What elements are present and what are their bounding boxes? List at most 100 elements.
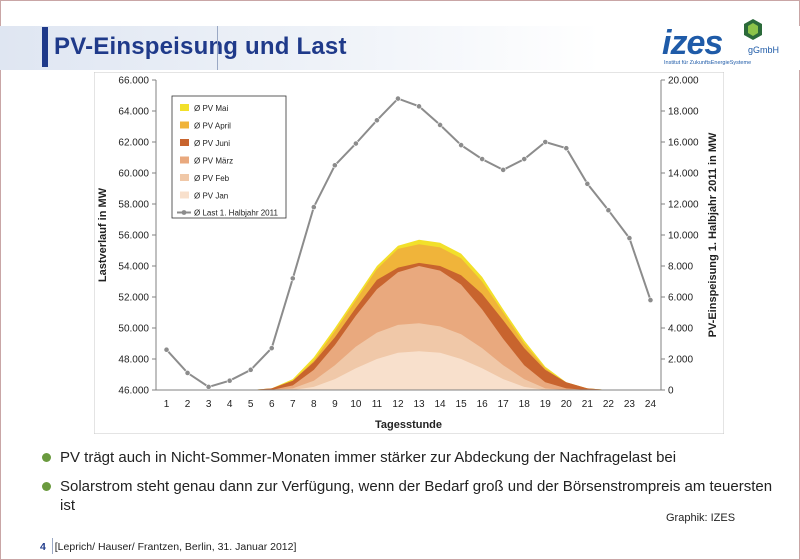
load-line-point <box>500 167 507 173</box>
right-tick-label: 18.000 <box>668 107 699 118</box>
load-line-point <box>226 377 233 384</box>
x-tick-label: 16 <box>477 399 489 410</box>
load-line-point <box>458 142 465 148</box>
left-tick-label: 62.000 <box>118 138 149 149</box>
load-line-point <box>416 103 422 110</box>
x-tick-label: 22 <box>603 399 615 410</box>
left-tick-label: 52.000 <box>118 293 149 304</box>
x-tick-label: 5 <box>248 399 254 410</box>
x-tick-label: 4 <box>227 399 233 410</box>
x-tick-label: 8 <box>311 399 317 410</box>
load-line-point <box>395 95 401 102</box>
left-tick-label: 46.000 <box>118 386 149 397</box>
title-separator <box>217 26 218 70</box>
legend-swatch <box>180 191 189 199</box>
load-line-point <box>310 204 317 210</box>
legend-entry: Ø PV Feb <box>194 174 230 183</box>
left-tick-label: 60.000 <box>118 169 149 180</box>
bullet-item: Solarstrom steht genau dann zur Verfügun… <box>42 477 782 515</box>
load-line-point <box>163 346 170 353</box>
legend-swatch <box>180 139 189 146</box>
legend-entry: Ø PV Jan <box>194 192 228 201</box>
title-accent-bar <box>42 27 48 67</box>
load-line-point <box>647 297 654 303</box>
legend-swatch <box>180 174 189 181</box>
right-tick-label: 14.000 <box>668 169 699 180</box>
right-tick-label: 4.000 <box>668 324 693 335</box>
legend-entry: Ø PV März <box>194 157 233 166</box>
x-tick-label: 1 <box>164 399 170 410</box>
x-tick-label: 2 <box>185 399 191 410</box>
bullet-dot-icon <box>42 482 51 491</box>
left-tick-label: 48.000 <box>118 355 149 366</box>
slide-title: PV-Einspeisung und Last <box>54 33 347 60</box>
load-line-point <box>352 140 359 147</box>
load-line-path <box>165 97 652 388</box>
x-tick-label: 17 <box>498 399 510 410</box>
x-tick-label: 14 <box>435 399 447 410</box>
right-tick-label: 16.000 <box>668 138 699 149</box>
load-line-point <box>479 156 486 162</box>
load-line-point <box>563 145 570 152</box>
x-tick-label: 18 <box>519 399 531 410</box>
bullet-dot-icon <box>42 453 51 462</box>
legend-entry: Ø PV April <box>194 122 231 131</box>
legend-swatch <box>180 104 189 111</box>
left-tick-label: 66.000 <box>118 76 149 87</box>
x-tick-label: 15 <box>456 399 468 410</box>
x-tick-label: 13 <box>413 399 425 410</box>
right-tick-label: 6.000 <box>668 293 693 304</box>
bullet-text: PV trägt auch in Nicht-Sommer-Monaten im… <box>60 449 677 466</box>
x-tick-label: 11 <box>372 399 383 410</box>
left-tick-label: 58.000 <box>118 200 149 211</box>
load-line-point <box>626 235 633 241</box>
right-tick-label: 10.000 <box>668 231 699 242</box>
bullet-item: PV trägt auch in Nicht-Sommer-Monaten im… <box>42 448 782 467</box>
load-line-point <box>584 180 591 187</box>
load-line-point <box>374 117 380 124</box>
bullet-text: Solarstrom steht genau dann zur Verfügun… <box>60 478 773 514</box>
x-tick-label: 3 <box>206 399 212 410</box>
footer-separator <box>52 538 53 554</box>
legend-swatch <box>180 156 189 164</box>
footer-citation: [Leprich/ Hauser/ Frantzen, Berlin, 31. … <box>54 541 297 553</box>
x-tick-label: 20 <box>561 399 573 410</box>
x-tick-label: 10 <box>350 399 362 410</box>
logo-suffix: gGmbH <box>748 45 780 55</box>
pv-areas <box>166 239 651 390</box>
x-tick-label: 23 <box>624 399 636 410</box>
x-axis-title: Tagesstunde <box>375 419 442 431</box>
legend-entry: Ø Last 1. Halbjahr 2011 <box>194 209 278 218</box>
legend-entry: Ø PV Juni <box>194 139 230 148</box>
right-tick-label: 0 <box>668 386 674 397</box>
logo-wordmark: izes <box>662 24 723 62</box>
x-tick-label: 24 <box>645 399 657 410</box>
legend-swatch <box>180 121 189 129</box>
axis-labels: Tagesstunde Lastverlauf in MW PV-Einspeisu… <box>97 132 719 431</box>
izes-logo: izes gGmbH Institut für ZukunftsEnergieS… <box>662 18 779 70</box>
legend-box <box>171 95 287 219</box>
load-line-point <box>268 345 275 352</box>
legend-entry: Ø PV Mai <box>194 104 228 113</box>
slide-footer: 4 [Leprich/ Hauser/ Frantzen, Berlin, 31… <box>40 541 296 553</box>
left-axis-title: Lastverlauf in MW <box>97 187 109 282</box>
load-line <box>163 95 654 390</box>
load-line-point <box>289 275 296 282</box>
x-tick-label: 12 <box>392 399 404 410</box>
right-tick-label: 12.000 <box>668 200 699 211</box>
page-number: 4 <box>40 541 46 553</box>
chart-legend: Ø PV Mai Ø PV April Ø PV Juni Ø PV März Ø PV… <box>171 95 287 219</box>
x-tick-label: 21 <box>582 399 594 410</box>
x-tick-label: 19 <box>540 399 552 410</box>
bullet-list: PV trägt auch in Nicht-Sommer-Monaten im… <box>42 448 782 525</box>
right-tick-label: 20.000 <box>668 76 699 87</box>
right-axis-title: PV-Einspeisung 1. Halbjahr 2011 in MW <box>707 132 719 337</box>
left-tick-label: 50.000 <box>118 324 149 335</box>
load-line-point <box>542 139 549 145</box>
title-band <box>0 26 800 70</box>
load-line-point <box>247 366 254 373</box>
x-tick-label: 6 <box>269 399 275 410</box>
x-tick-label: 7 <box>290 399 296 410</box>
load-line-point <box>331 162 338 169</box>
pv-load-chart: 46.00048.00050.00052.00054.00056.00058.0… <box>94 72 724 434</box>
